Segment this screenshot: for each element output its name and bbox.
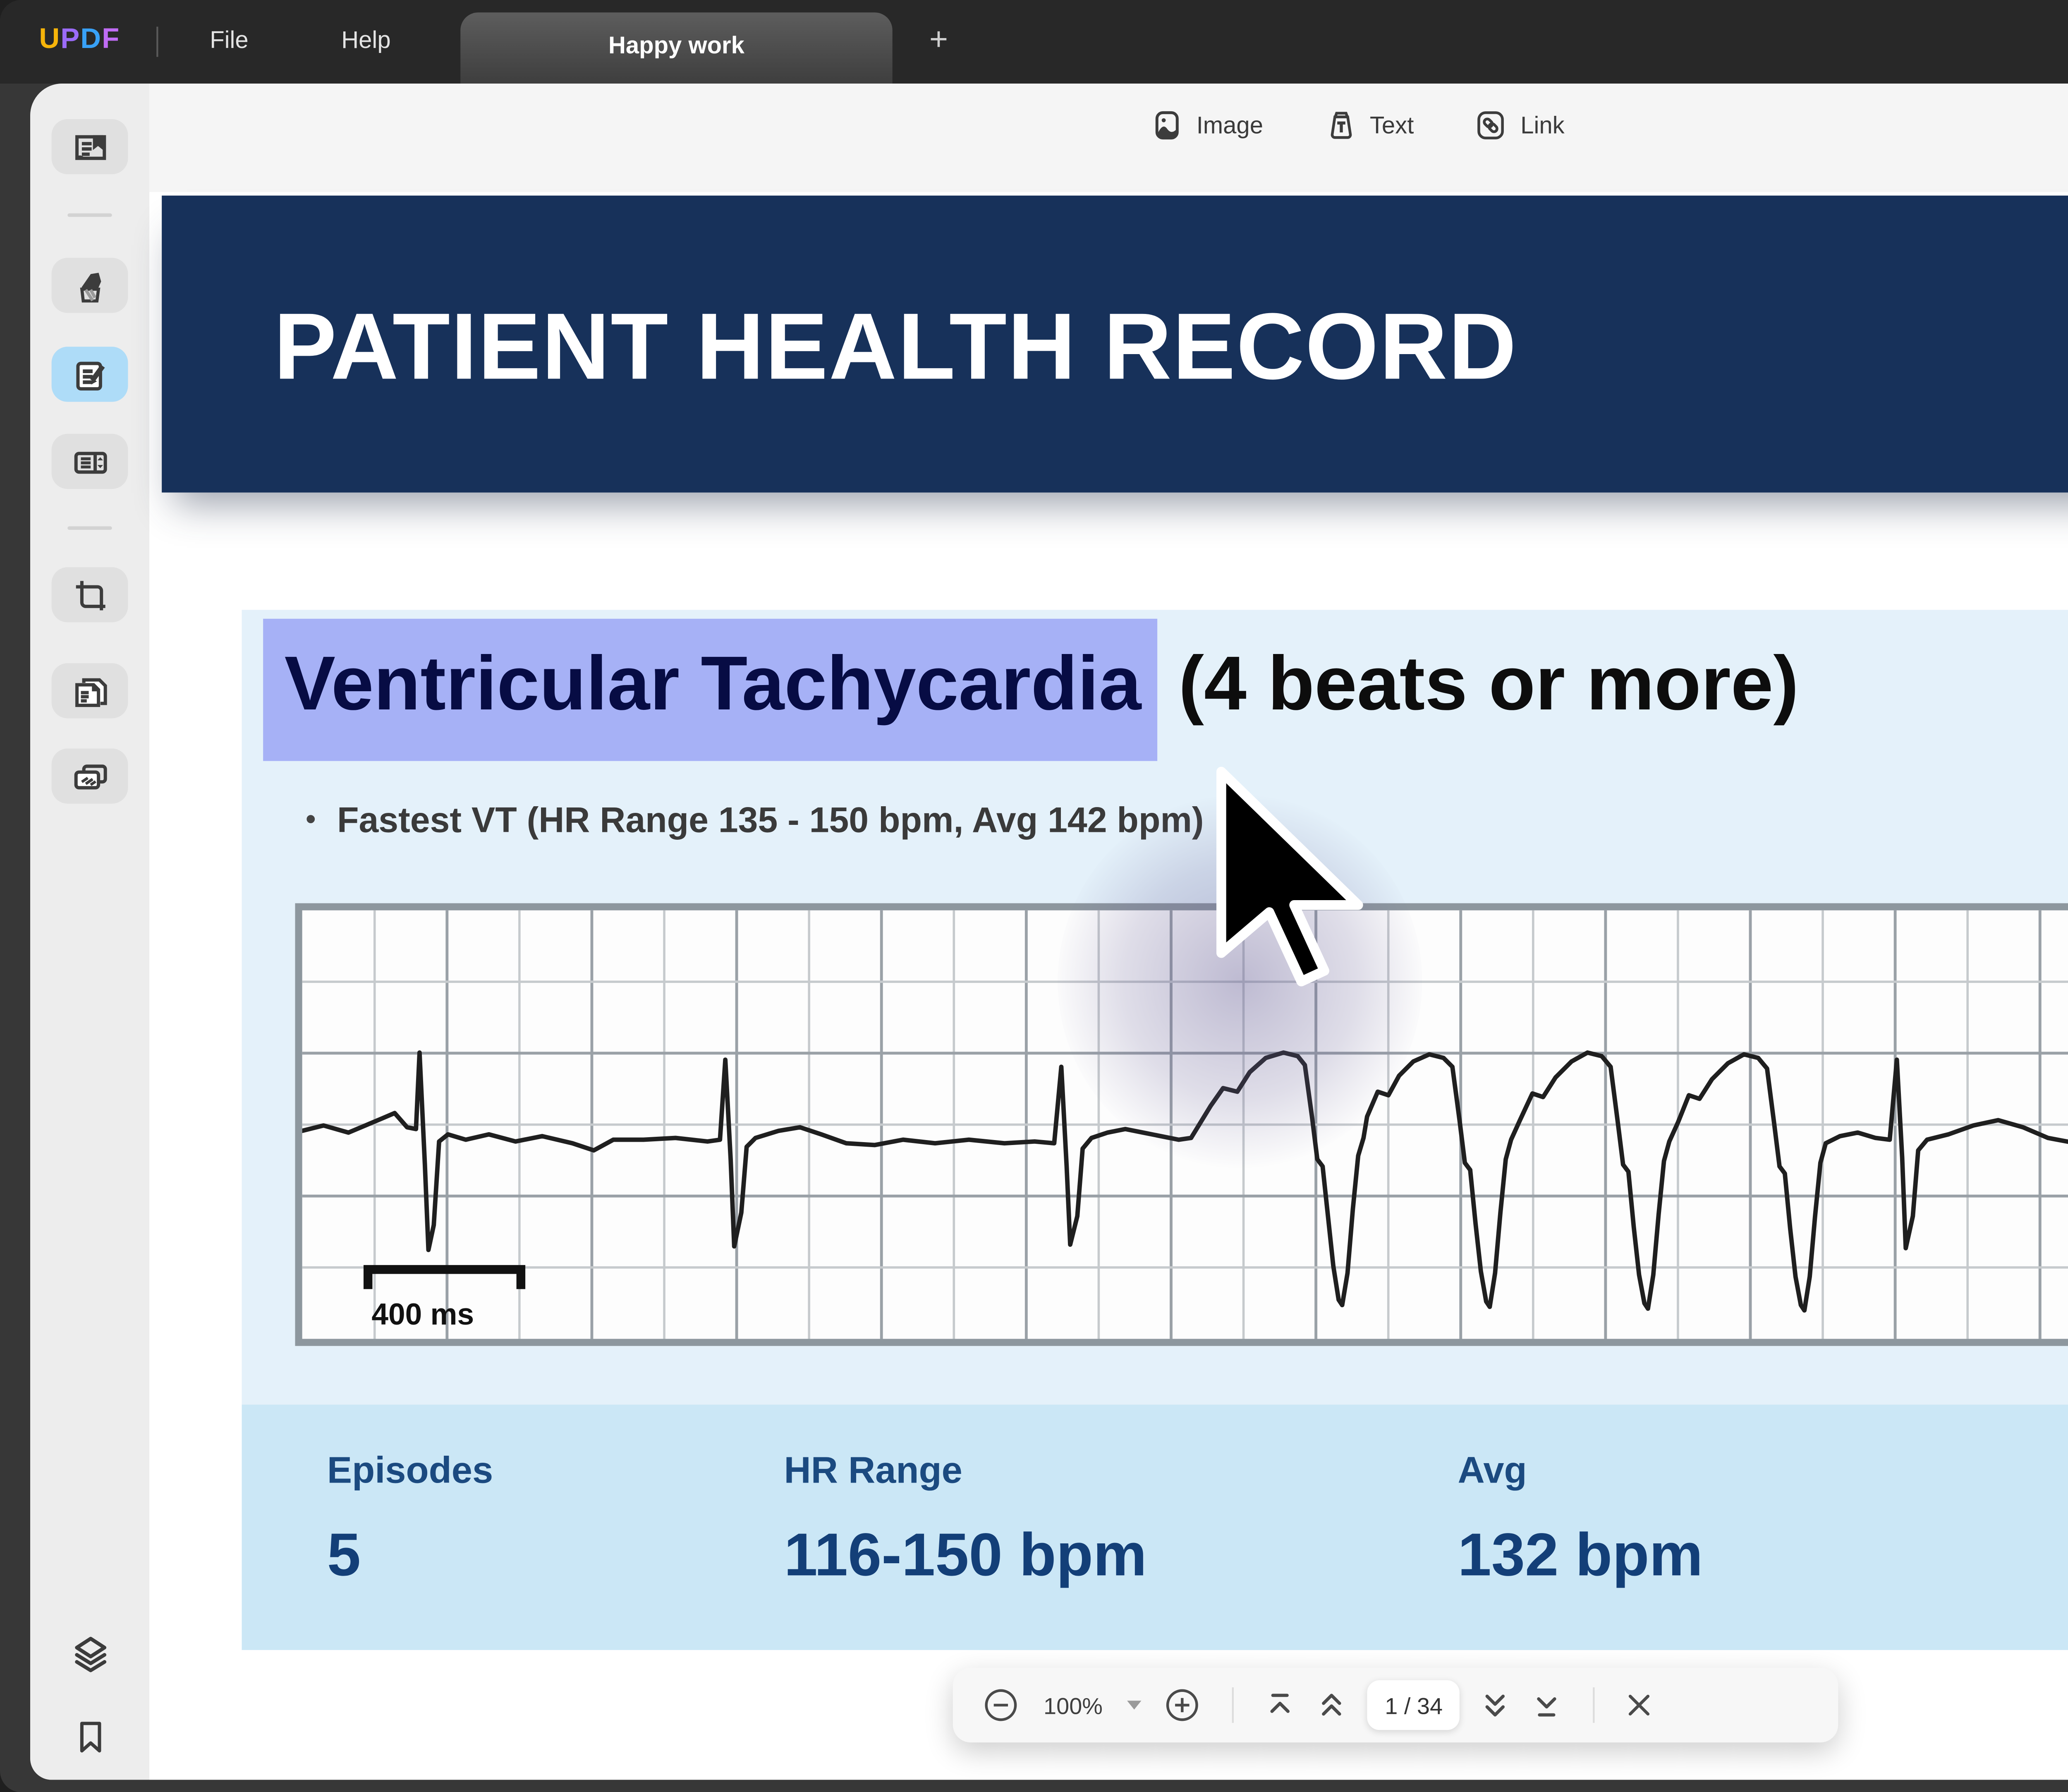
page-indicator-input[interactable]: 1 / 34 xyxy=(1367,1680,1460,1730)
cursor-arrow-icon xyxy=(1216,767,1363,987)
left-tool-rail xyxy=(30,84,150,1780)
zoom-out-button[interactable] xyxy=(981,1686,1021,1725)
last-page-icon xyxy=(1537,1697,1557,1717)
bookmark-button[interactable] xyxy=(52,1709,128,1764)
bookmark-icon xyxy=(79,1721,101,1752)
reader-icon xyxy=(74,134,105,159)
title-bar: UPDF File Help Happy work + xyxy=(0,0,2068,84)
next-page-icon xyxy=(1486,1694,1506,1717)
first-page-icon xyxy=(1271,1694,1290,1713)
document-toolbar: Image Text Link xyxy=(1150,108,1565,142)
toolbar-divider xyxy=(1232,1687,1235,1723)
last-page-button[interactable] xyxy=(1531,1689,1563,1721)
pdf-page: PATIENT HEALTH RECORD Ventricular Tachyc… xyxy=(149,192,2068,1780)
page-title-banner: PATIENT HEALTH RECORD xyxy=(162,195,2068,493)
content-card: Ventricular Tachycardia (4 beats or more… xyxy=(242,610,2068,1650)
layers-button[interactable] xyxy=(52,1625,128,1680)
stat-avg: Avg 132 bpm xyxy=(1458,1451,1703,1650)
previous-page-button[interactable] xyxy=(1316,1689,1348,1721)
bullet-item: • Fastest VT (HR Range 135 - 150 bpm, Avg… xyxy=(306,802,1204,843)
app-panel: Image Text Link PATIENT HEALTH RECORD Ve… xyxy=(30,84,2068,1780)
menu-file[interactable]: File xyxy=(210,26,249,53)
stat-label: Avg xyxy=(1458,1451,1527,1492)
selected-text[interactable]: Ventricular Tachycardia xyxy=(263,618,1158,761)
slideshow-button[interactable] xyxy=(51,748,128,804)
next-page-button[interactable] xyxy=(1479,1689,1511,1721)
organize-pages-button[interactable] xyxy=(51,434,128,489)
page-title: PATIENT HEALTH RECORD xyxy=(273,295,1517,400)
zoom-in-icon xyxy=(1166,1689,1199,1721)
insert-image-button[interactable]: Image xyxy=(1150,108,1263,142)
zoom-dropdown-caret[interactable] xyxy=(1126,1698,1144,1712)
annotate-tool-button[interactable] xyxy=(51,258,128,313)
ecg-scale-label: 400 ms xyxy=(371,1298,474,1331)
insert-text-button[interactable]: Text xyxy=(1324,108,1414,142)
document-tab[interactable]: Happy work xyxy=(460,12,893,84)
zoom-out-icon xyxy=(985,1689,1017,1721)
close-toolbar-icon xyxy=(1629,1694,1650,1716)
previous-page-icon xyxy=(1322,1694,1342,1716)
reader-mode-button[interactable] xyxy=(51,119,128,175)
brand-letter-p: P xyxy=(60,25,81,55)
titlebar-divider xyxy=(156,26,158,57)
ecg-strip-image: 400 ms 6 s xyxy=(295,903,2068,1346)
menu-help[interactable]: Help xyxy=(341,26,391,53)
insert-link-button[interactable]: Link xyxy=(1474,108,1565,142)
brand-letter-u: U xyxy=(39,25,61,55)
close-toolbar-button[interactable] xyxy=(1625,1691,1654,1720)
stat-value: 132 bpm xyxy=(1458,1522,1703,1590)
highlighter-icon xyxy=(79,272,101,302)
ecg-scale-bar xyxy=(363,1265,526,1289)
rail-divider xyxy=(67,213,112,217)
ecg-trace xyxy=(302,1050,2068,1313)
stats-band: Episodes 5 HR Range 116-150 bpm Avg 132 … xyxy=(242,1404,2068,1650)
stat-episodes: Episodes 5 xyxy=(327,1451,784,1650)
rail-divider xyxy=(67,526,112,530)
stat-hr-range: HR Range 116-150 bpm xyxy=(784,1451,1458,1650)
zoom-in-button[interactable] xyxy=(1163,1686,1202,1725)
layers-icon xyxy=(74,1636,105,1672)
first-page-button[interactable] xyxy=(1264,1689,1296,1721)
crop-icon xyxy=(75,580,105,610)
stat-label: Episodes xyxy=(327,1451,493,1492)
link-icon xyxy=(1478,111,1505,139)
page-sort-icon xyxy=(73,451,106,473)
insert-image-label: Image xyxy=(1196,112,1264,139)
page-tools-button[interactable] xyxy=(51,663,128,719)
bullet-marker: • xyxy=(306,805,316,836)
stat-value: 5 xyxy=(327,1522,361,1590)
zoom-level[interactable]: 100% xyxy=(1044,1691,1103,1719)
section-heading: Ventricular Tachycardia (4 beats or more… xyxy=(263,613,1799,761)
updf-logo: UPDF xyxy=(39,25,120,57)
heading-rest: (4 beats or more) xyxy=(1157,642,1799,727)
bullet-text: Fastest VT (HR Range 135 - 150 bpm, Avg … xyxy=(337,802,1204,841)
mouse-cursor xyxy=(1214,764,1371,992)
new-tab-button[interactable]: + xyxy=(929,21,948,57)
text-tool-icon xyxy=(1330,112,1351,139)
brand-letter-d: D xyxy=(80,25,102,55)
slides-icon xyxy=(73,764,106,789)
ecg-grid xyxy=(302,910,2068,1339)
view-toolbar: 100% 1 / 34 xyxy=(953,1667,1838,1743)
insert-text-label: Text xyxy=(1369,112,1414,139)
toolbar-divider xyxy=(1593,1687,1595,1723)
duplicate-pages-icon xyxy=(74,677,106,706)
insert-link-label: Link xyxy=(1520,112,1565,139)
image-icon xyxy=(1155,111,1179,140)
stat-value: 116-150 bpm xyxy=(784,1522,1147,1590)
crop-pages-button[interactable] xyxy=(51,567,128,623)
edit-pdf-button[interactable] xyxy=(51,347,128,402)
ecg-waveform: 400 ms 6 s xyxy=(302,910,2068,1339)
stat-label: HR Range xyxy=(784,1451,962,1492)
brand-letter-f: F xyxy=(102,25,120,55)
edit-document-icon xyxy=(75,361,104,390)
